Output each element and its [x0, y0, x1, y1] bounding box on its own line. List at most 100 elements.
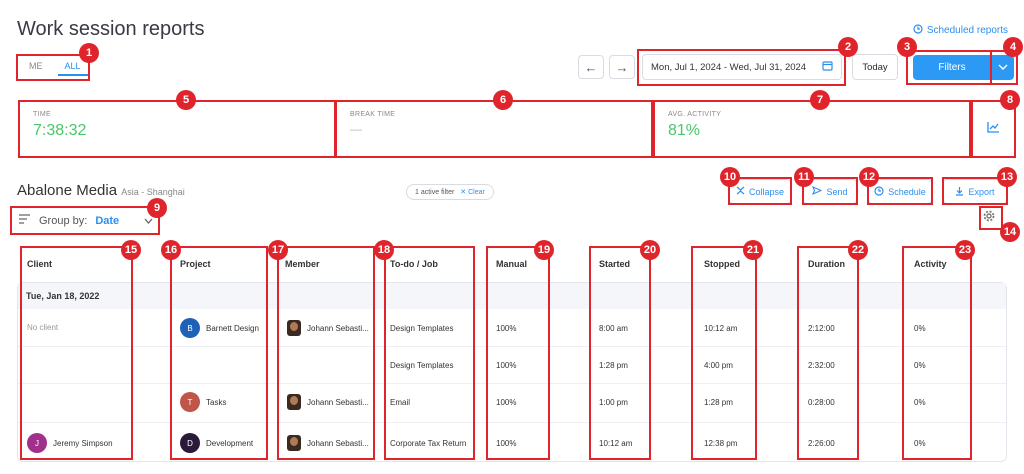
- column-header-duration[interactable]: Duration: [808, 259, 845, 269]
- callout-badge: 8: [1000, 90, 1020, 110]
- cell-activity: 0%: [914, 398, 926, 407]
- project-name: Barnett Design: [206, 323, 259, 333]
- member-name: Johann Sebasti...: [307, 323, 369, 333]
- cell-duration: 2:12:00: [808, 324, 835, 333]
- project-name: Tasks: [206, 397, 227, 407]
- cell-todo: Design Templates: [390, 361, 454, 370]
- callout-badge: 17: [268, 240, 288, 260]
- client-avatar: J: [27, 433, 47, 453]
- callout-badge: 10: [720, 167, 740, 187]
- callout-badge: 23: [955, 240, 975, 260]
- callout-badge: 4: [1003, 37, 1023, 57]
- member-avatar: [287, 435, 301, 451]
- callout-badge: 7: [810, 90, 830, 110]
- cell-started: 10:12 am: [599, 439, 633, 448]
- member-avatar: [287, 320, 301, 336]
- callout-badge: 20: [640, 240, 660, 260]
- clock-icon: [913, 24, 923, 37]
- cell-todo: Design Templates: [390, 324, 454, 333]
- date-range-picker[interactable]: Mon, Jul 1, 2024 - Wed, Jul 31, 2024: [642, 54, 842, 80]
- cell-activity: 0%: [914, 439, 926, 448]
- cell-member: Johann Sebasti...: [287, 394, 369, 410]
- project-avatar: B: [180, 318, 200, 338]
- clock-icon: [874, 185, 884, 198]
- row-divider: [18, 346, 1006, 347]
- organization-name: Abalone Media: [17, 182, 118, 199]
- callout-badge: 11: [794, 167, 814, 187]
- collapse-label: Collapse: [748, 186, 785, 197]
- organization-timezone: Asia - Shanghai: [121, 187, 185, 197]
- scheduled-reports-link[interactable]: Scheduled reports: [913, 24, 1008, 37]
- callout-badge: 3: [897, 37, 917, 57]
- export-label: Export: [968, 186, 995, 197]
- cell-started: 8:00 am: [599, 324, 628, 333]
- table-settings-button[interactable]: [983, 210, 995, 225]
- stat-activity-value: 81%: [668, 122, 701, 139]
- column-header-member[interactable]: Member: [285, 259, 320, 269]
- group-by-value: Date: [95, 214, 120, 227]
- stat-break-value: —: [350, 122, 362, 136]
- send-label: Send: [826, 186, 848, 197]
- callout-badge: 16: [161, 240, 181, 260]
- cell-project: D Development: [180, 433, 253, 453]
- cell-project: T Tasks: [180, 392, 226, 412]
- stat-time: TIME 7:38:32: [19, 101, 334, 157]
- cell-activity: 0%: [914, 324, 926, 333]
- column-header-manual[interactable]: Manual: [496, 259, 528, 269]
- chart-toggle-button[interactable]: [972, 101, 1014, 157]
- next-date-button[interactable]: →: [609, 55, 635, 79]
- send-icon: [812, 185, 823, 197]
- stat-break: BREAK TIME —: [336, 101, 652, 157]
- cell-todo: Email: [390, 398, 411, 407]
- scope-toggle: ME ALL: [22, 58, 88, 76]
- callout-badge: 12: [859, 167, 879, 187]
- column-header-stopped[interactable]: Stopped: [704, 259, 740, 269]
- cell-duration: 2:26:00: [808, 439, 835, 448]
- export-button[interactable]: Export: [943, 179, 1007, 204]
- cell-started: 1:28 pm: [599, 361, 628, 370]
- group-by-select[interactable]: Group by: Date: [12, 207, 159, 234]
- cell-started: 1:00 pm: [599, 398, 628, 407]
- stat-activity-label: AVG. ACTIVITY: [668, 111, 722, 118]
- member-name: Johann Sebasti...: [307, 438, 369, 448]
- toggle-all[interactable]: ALL: [57, 58, 88, 76]
- prev-date-button[interactable]: ←: [578, 55, 604, 79]
- date-range-text: Mon, Jul 1, 2024 - Wed, Jul 31, 2024: [651, 61, 807, 73]
- callout-badge: 9: [147, 198, 167, 218]
- list-icon: [18, 214, 31, 227]
- page-title: Work session reports: [17, 18, 205, 40]
- collapse-button[interactable]: Collapse: [729, 179, 791, 204]
- cell-stopped: 10:12 am: [704, 324, 738, 333]
- cell-activity: 0%: [914, 361, 926, 370]
- column-header-started[interactable]: Started: [599, 259, 631, 269]
- active-filter-count: 1 active filter: [415, 188, 455, 196]
- cell-member: Johann Sebasti...: [287, 435, 369, 451]
- column-header-project[interactable]: Project: [180, 259, 211, 269]
- stat-time-value: 7:38:32: [33, 122, 87, 139]
- column-header-activity[interactable]: Activity: [914, 259, 947, 269]
- callout-badge: 14: [1000, 222, 1020, 242]
- cell-stopped: 12:38 pm: [704, 439, 738, 448]
- active-filter-pill: 1 active filter ✕ Clear: [406, 184, 494, 200]
- callout-badge: 21: [743, 240, 763, 260]
- download-icon: [955, 186, 964, 198]
- filters-button[interactable]: Filters: [913, 55, 991, 80]
- chevron-down-icon: [144, 215, 153, 227]
- toggle-me[interactable]: ME: [29, 61, 43, 71]
- collapse-icon: [736, 186, 745, 197]
- today-button[interactable]: Today: [852, 54, 898, 80]
- report-table: [17, 282, 1007, 462]
- cell-stopped: 1:28 pm: [704, 398, 733, 407]
- gear-icon: [983, 210, 995, 225]
- callout-badge: 6: [493, 90, 513, 110]
- project-avatar: T: [180, 392, 200, 412]
- stat-time-label: TIME: [33, 111, 51, 118]
- column-header-todo[interactable]: To-do / Job: [390, 259, 438, 269]
- schedule-button[interactable]: Schedule: [868, 179, 932, 204]
- row-divider: [18, 422, 1006, 423]
- filters-dropdown-button[interactable]: [992, 55, 1014, 80]
- cell-manual: 100%: [496, 324, 517, 333]
- clear-filter-button[interactable]: ✕ Clear: [460, 189, 485, 196]
- column-header-client[interactable]: Client: [27, 259, 53, 269]
- client-name: Jeremy Simpson: [53, 438, 113, 448]
